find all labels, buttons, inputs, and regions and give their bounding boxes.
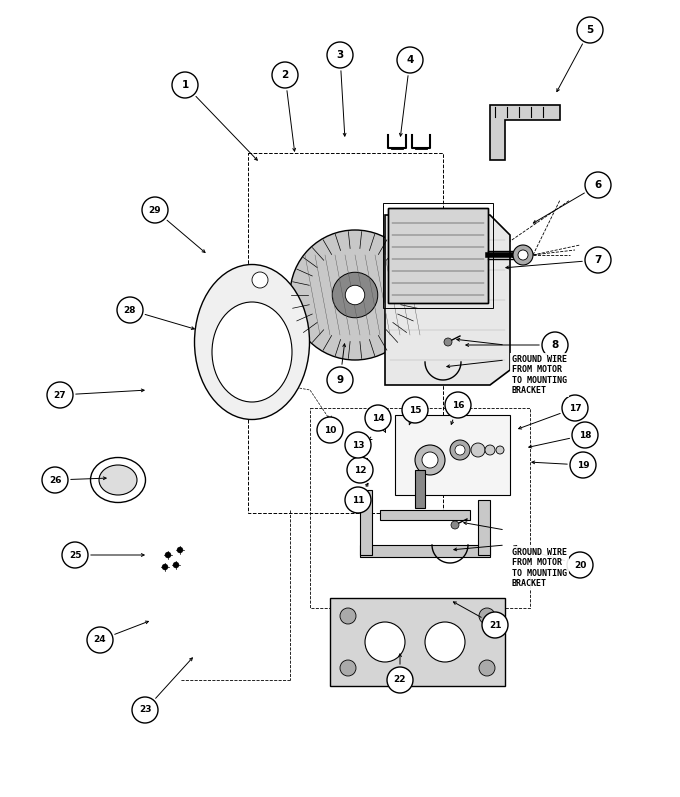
Text: 26: 26 xyxy=(49,476,61,485)
Text: 7: 7 xyxy=(594,255,602,265)
Text: 14: 14 xyxy=(372,414,384,422)
Circle shape xyxy=(327,42,353,68)
Circle shape xyxy=(47,382,73,408)
Circle shape xyxy=(42,467,68,493)
Text: 20: 20 xyxy=(574,560,586,570)
Circle shape xyxy=(482,612,508,638)
Circle shape xyxy=(162,564,168,570)
Text: 13: 13 xyxy=(352,441,364,450)
Circle shape xyxy=(172,72,198,98)
Text: 10: 10 xyxy=(324,426,336,434)
Circle shape xyxy=(333,273,378,318)
Circle shape xyxy=(402,397,428,423)
Text: 8: 8 xyxy=(551,340,559,350)
Circle shape xyxy=(496,446,504,454)
Circle shape xyxy=(397,47,423,73)
Text: 11: 11 xyxy=(352,496,364,505)
Circle shape xyxy=(87,627,113,653)
Circle shape xyxy=(513,245,533,265)
Circle shape xyxy=(290,230,420,360)
Text: 1: 1 xyxy=(182,80,188,90)
Ellipse shape xyxy=(194,265,309,419)
Circle shape xyxy=(485,445,495,455)
Text: 9: 9 xyxy=(337,375,343,385)
Circle shape xyxy=(345,285,364,304)
Text: 2: 2 xyxy=(282,70,288,80)
Circle shape xyxy=(518,250,528,260)
Circle shape xyxy=(132,697,158,723)
Circle shape xyxy=(340,660,356,676)
Circle shape xyxy=(272,62,298,88)
Text: 21: 21 xyxy=(489,621,501,630)
Circle shape xyxy=(585,172,611,198)
FancyBboxPatch shape xyxy=(415,470,425,508)
Circle shape xyxy=(585,247,611,273)
FancyBboxPatch shape xyxy=(395,415,510,495)
Text: 25: 25 xyxy=(69,551,81,559)
Text: 22: 22 xyxy=(394,676,406,685)
Text: 24: 24 xyxy=(94,635,106,645)
Circle shape xyxy=(425,622,465,662)
Polygon shape xyxy=(385,215,510,385)
Circle shape xyxy=(450,440,470,460)
Circle shape xyxy=(451,521,459,529)
FancyBboxPatch shape xyxy=(360,545,490,557)
Text: 29: 29 xyxy=(149,206,161,214)
Circle shape xyxy=(455,445,465,455)
Circle shape xyxy=(387,667,413,693)
Ellipse shape xyxy=(212,302,292,402)
Text: 16: 16 xyxy=(452,401,464,410)
FancyBboxPatch shape xyxy=(360,490,372,555)
Circle shape xyxy=(340,608,356,624)
Circle shape xyxy=(165,552,171,558)
FancyBboxPatch shape xyxy=(388,208,488,303)
Text: 28: 28 xyxy=(124,305,136,315)
Text: 3: 3 xyxy=(337,50,343,60)
Circle shape xyxy=(422,452,438,468)
Circle shape xyxy=(542,332,568,358)
Text: 6: 6 xyxy=(594,180,602,190)
Polygon shape xyxy=(490,105,560,160)
Circle shape xyxy=(577,17,603,43)
Circle shape xyxy=(62,542,88,568)
Circle shape xyxy=(567,552,593,578)
Circle shape xyxy=(415,445,445,475)
Text: GROUND WIRE
FROM MOTOR
TO MOUNTING
BRACKET: GROUND WIRE FROM MOTOR TO MOUNTING BRACK… xyxy=(512,355,567,395)
FancyBboxPatch shape xyxy=(380,510,470,520)
Circle shape xyxy=(365,405,391,431)
Circle shape xyxy=(317,417,343,443)
Circle shape xyxy=(570,452,596,478)
Circle shape xyxy=(365,622,405,662)
Circle shape xyxy=(347,457,373,483)
Circle shape xyxy=(562,395,588,421)
Text: 27: 27 xyxy=(54,391,67,399)
Ellipse shape xyxy=(90,457,146,502)
Text: 5: 5 xyxy=(586,25,594,35)
Circle shape xyxy=(479,608,495,624)
Text: 12: 12 xyxy=(354,465,367,474)
Circle shape xyxy=(345,487,371,513)
Circle shape xyxy=(444,338,452,346)
Circle shape xyxy=(142,197,168,223)
Circle shape xyxy=(252,272,268,288)
Circle shape xyxy=(572,422,598,448)
Circle shape xyxy=(471,443,485,457)
Text: 18: 18 xyxy=(579,430,591,439)
Text: 4: 4 xyxy=(407,55,413,65)
Circle shape xyxy=(117,297,143,323)
Text: GROUND WIRE
FROM MOTOR
TO MOUNTING
BRACKET: GROUND WIRE FROM MOTOR TO MOUNTING BRACK… xyxy=(512,548,567,588)
Circle shape xyxy=(327,367,353,393)
Text: 19: 19 xyxy=(577,461,590,469)
Circle shape xyxy=(445,392,471,418)
Circle shape xyxy=(345,432,371,458)
Ellipse shape xyxy=(99,465,137,495)
Text: 17: 17 xyxy=(568,403,581,413)
FancyBboxPatch shape xyxy=(330,598,505,686)
Text: 23: 23 xyxy=(139,705,151,714)
Circle shape xyxy=(479,660,495,676)
FancyBboxPatch shape xyxy=(478,500,490,555)
Circle shape xyxy=(173,562,179,568)
Text: 15: 15 xyxy=(409,406,421,414)
Circle shape xyxy=(177,547,183,553)
